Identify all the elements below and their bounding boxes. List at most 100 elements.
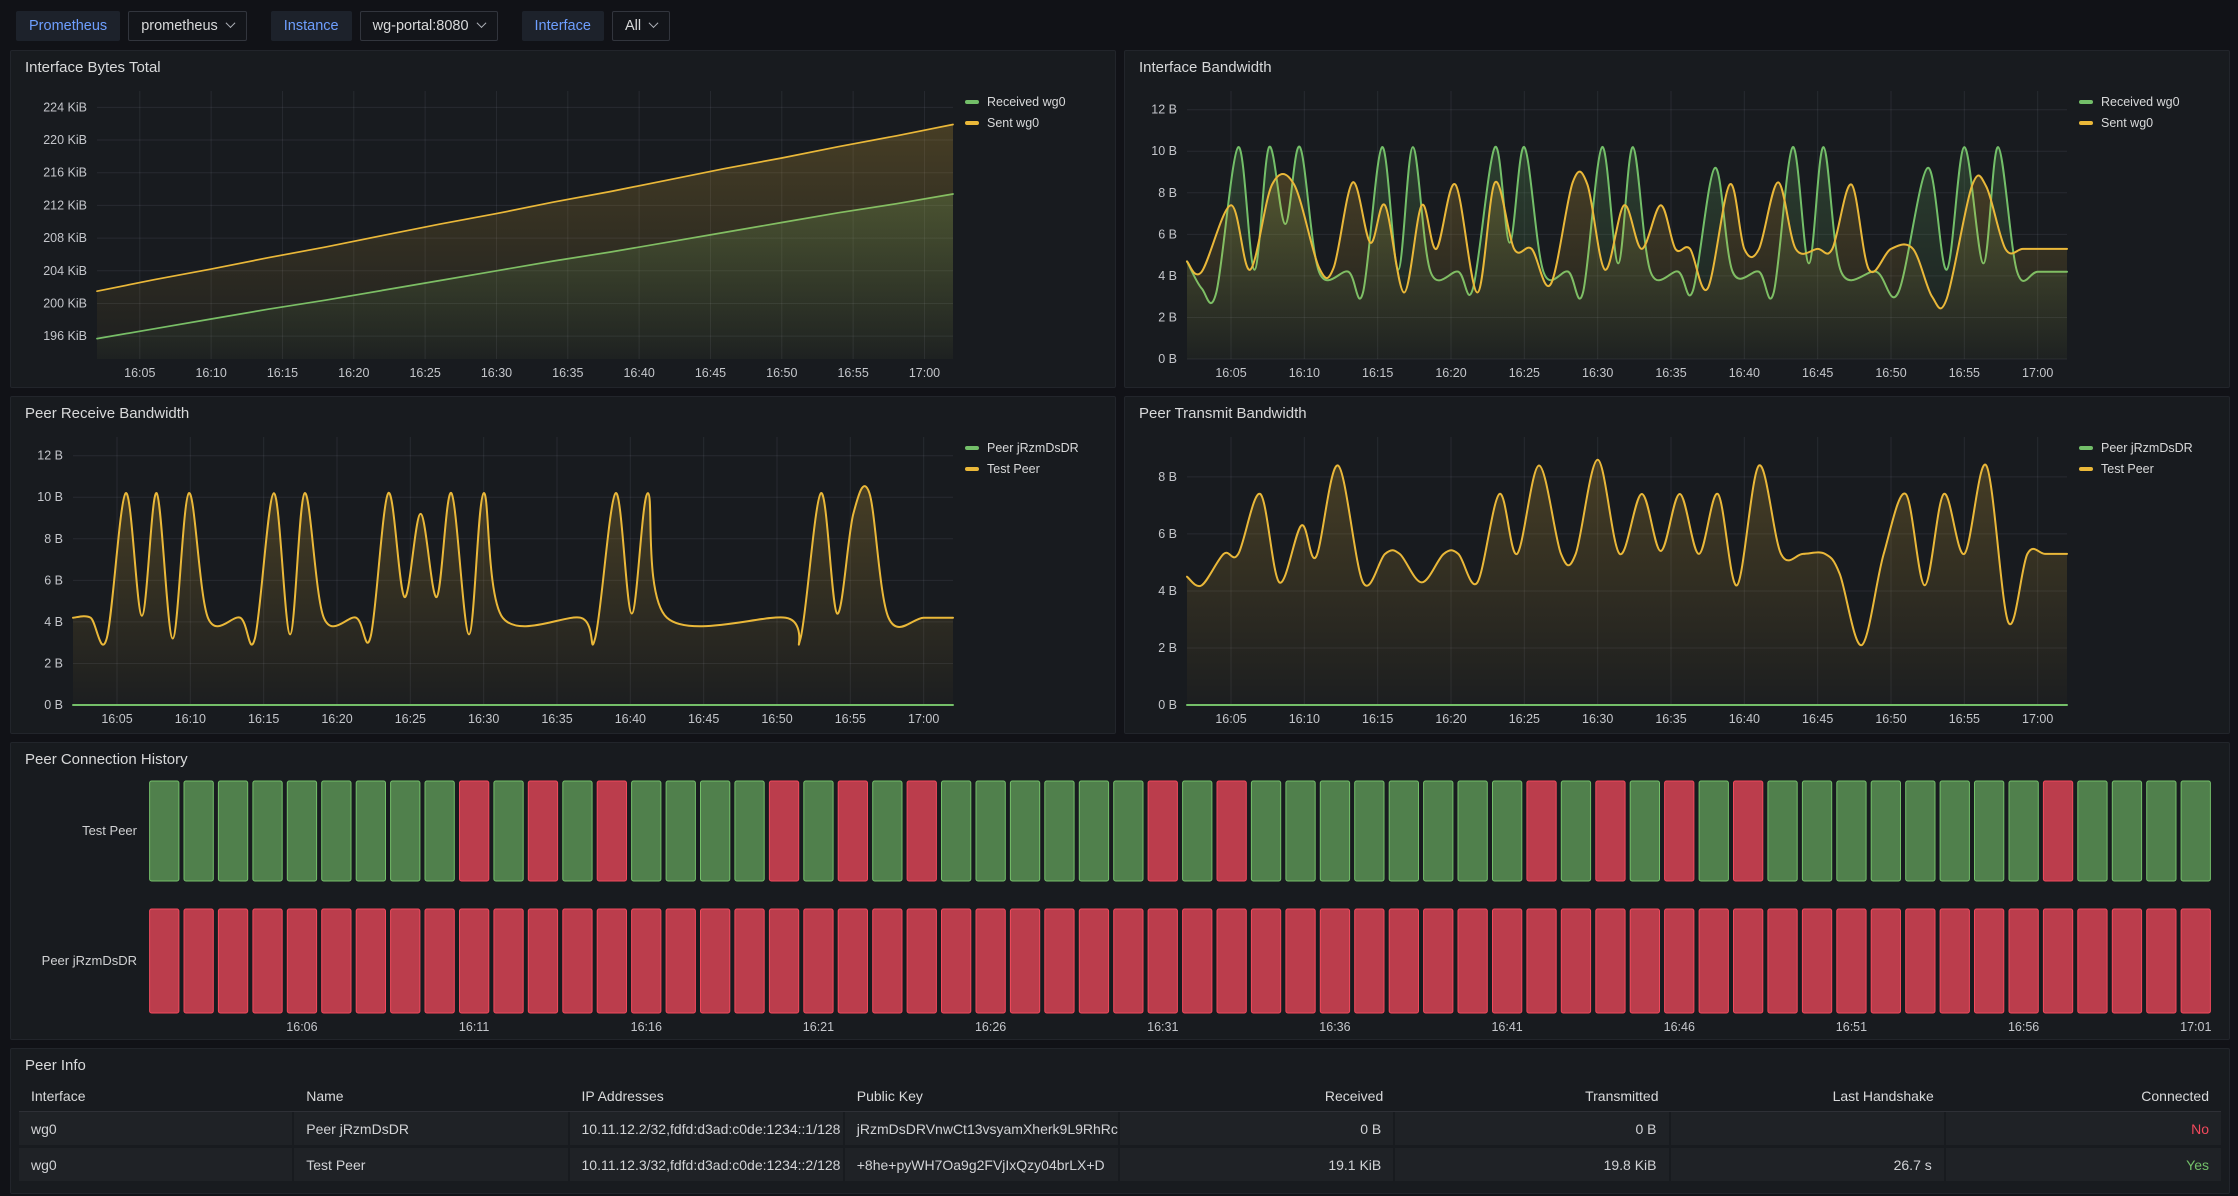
panel-title[interactable]: Peer Receive Bandwidth <box>25 405 190 422</box>
x-axis-tick-label: 16:45 <box>1802 366 1833 380</box>
panel-title[interactable]: Peer Info <box>25 1057 86 1074</box>
legend-label: Test Peer <box>2101 462 2154 476</box>
y-axis-tick-label: 212 KiB <box>43 198 87 212</box>
status-bar-up <box>1939 780 1970 882</box>
x-axis-tick-label: 16:20 <box>338 366 369 380</box>
variable-value-text: All <box>624 18 642 34</box>
status-bar-down <box>286 908 318 1014</box>
x-axis-tick-label: 16:26 <box>975 1020 1006 1034</box>
x-axis-tick-label: 16:20 <box>1435 366 1466 380</box>
chevron-down-icon <box>648 18 659 29</box>
status-bar-down <box>1285 908 1316 1014</box>
legend-item[interactable]: Test Peer <box>965 462 1107 476</box>
status-bar-down <box>837 908 869 1014</box>
column-header-public-key[interactable]: Public Key <box>844 1080 1120 1112</box>
series-line-1 <box>72 485 954 646</box>
status-bar-up <box>1457 780 1488 882</box>
status-bar-down <box>527 780 559 882</box>
x-axis-tick-label: 16:25 <box>1509 366 1540 380</box>
x-axis-tick-label: 16:45 <box>695 366 726 380</box>
variable-value-text: wg-portal:8080 <box>372 18 469 34</box>
status-bar-down <box>1009 908 1041 1014</box>
status-bar-up <box>734 780 765 882</box>
column-header-ip-addresses[interactable]: IP Addresses <box>569 1080 845 1112</box>
column-header-received[interactable]: Received <box>1120 1080 1396 1112</box>
panel-title[interactable]: Peer Connection History <box>25 751 188 768</box>
x-axis-tick-label: 16:30 <box>1582 366 1613 380</box>
chevron-down-icon <box>476 18 486 29</box>
x-axis-tick-label: 16:20 <box>1435 712 1466 726</box>
status-bar-down <box>1354 908 1385 1014</box>
x-axis-tick-label: 16:55 <box>1949 712 1980 726</box>
column-header-interface[interactable]: Interface <box>19 1080 295 1112</box>
table-cell: Peer jRzmDsDR <box>294 1112 570 1148</box>
panel-title[interactable]: Interface Bytes Total <box>25 59 161 76</box>
x-axis-tick-label: 16:36 <box>1319 1020 1350 1034</box>
status-bar-down <box>2146 908 2177 1014</box>
y-axis-tick-label: 196 KiB <box>43 329 87 343</box>
y-axis-tick-label: 8 B <box>1158 470 1177 484</box>
variable-label-prometheus[interactable]: Prometheus <box>16 11 121 41</box>
variable-label-interface[interactable]: Interface <box>521 11 604 41</box>
column-header-connected[interactable]: Connected <box>1945 1080 2221 1112</box>
y-axis-tick-label: 6 B <box>1158 527 1177 541</box>
status-bar-down <box>1457 908 1488 1014</box>
x-axis-tick-label: 16:30 <box>481 366 512 380</box>
timeseries-chart[interactable]: 16:05 16:10 16:15 16:20 16:25 16:30 16:35 16:40… <box>19 425 959 731</box>
variable-group-prometheus: Prometheus prometheus <box>16 11 247 41</box>
legend-label: Test Peer <box>987 462 1040 476</box>
legend-item[interactable]: Sent wg0 <box>965 116 1107 130</box>
legend-item[interactable]: Peer jRzmDsDR <box>2079 441 2221 455</box>
status-bar-up <box>1285 780 1316 882</box>
legend-swatch-icon <box>2079 446 2093 450</box>
status-bar-down <box>1733 780 1764 882</box>
status-bar-up <box>1836 780 1867 882</box>
status-bar-down <box>355 908 387 1014</box>
status-history-chart[interactable]: Test Peer Peer jRzmDsDR 16:06 16:11 16:16 16:… <box>19 771 2221 1037</box>
status-bar-up <box>1801 780 1833 882</box>
status-bar-down <box>493 908 524 1014</box>
status-bar-down <box>734 908 765 1014</box>
column-header-transmitted[interactable]: Transmitted <box>1395 1080 1671 1112</box>
status-bar-up <box>217 780 249 882</box>
status-bar-down <box>1388 908 1419 1014</box>
series-line-0 <box>1186 146 2068 304</box>
x-axis-tick-label: 16:15 <box>1362 712 1393 726</box>
legend-item[interactable]: Peer jRzmDsDR <box>965 441 1107 455</box>
variable-picker-instance[interactable]: wg-portal:8080 <box>359 11 498 41</box>
y-axis-tick-label: 6 B <box>1158 227 1177 241</box>
variable-picker-interface[interactable]: All <box>611 11 671 41</box>
x-axis-tick-label: 16:30 <box>468 712 499 726</box>
status-bar-up <box>321 780 352 882</box>
variable-label-instance[interactable]: Instance <box>270 11 352 41</box>
x-axis-tick-label: 16:55 <box>837 366 868 380</box>
timeseries-chart[interactable]: 16:05 16:10 16:15 16:20 16:25 16:30 16:35 16:40… <box>1133 79 2073 385</box>
status-bar-down <box>837 780 869 882</box>
legend-item[interactable]: Received wg0 <box>2079 95 2221 109</box>
table-cell: 10.11.12.2/32,fdfd:d3ad:c0de:1234::1/128 <box>569 1112 845 1148</box>
status-bar-down <box>631 908 662 1014</box>
x-axis-tick-label: 16:35 <box>552 366 583 380</box>
status-bar-down <box>527 908 559 1014</box>
column-header-name[interactable]: Name <box>294 1080 570 1112</box>
panel-title[interactable]: Peer Transmit Bandwidth <box>1139 405 1307 422</box>
status-bar-up <box>2111 780 2143 882</box>
series-area-1 <box>73 486 953 705</box>
legend-item[interactable]: Test Peer <box>2079 462 2221 476</box>
y-axis-tick-label: 8 B <box>1158 186 1177 200</box>
x-axis-tick-label: 16:50 <box>1875 712 1906 726</box>
status-bar-up <box>1560 780 1592 882</box>
status-bar-down <box>217 908 249 1014</box>
legend-item[interactable]: Sent wg0 <box>2079 116 2221 130</box>
status-bar-down <box>1974 908 2005 1014</box>
legend-item[interactable]: Received wg0 <box>965 95 1107 109</box>
panel-title[interactable]: Interface Bandwidth <box>1139 59 1272 76</box>
column-header-last-handshake[interactable]: Last Handshake <box>1670 1080 1946 1112</box>
variable-picker-prometheus[interactable]: prometheus <box>128 11 247 41</box>
timeseries-chart[interactable]: 16:05 16:10 16:15 16:20 16:25 16:30 16:35 16:40… <box>1133 425 2073 731</box>
timeseries-chart[interactable]: 16:05 16:10 16:15 16:20 16:25 16:30 16:35 16:40… <box>19 79 959 385</box>
panel-peer-connection-history: Peer Connection History Test Peer Peer jR… <box>10 742 2230 1040</box>
status-bar-up <box>1319 780 1351 882</box>
x-axis-tick-label: 16:35 <box>1655 366 1686 380</box>
x-axis-tick-label: 16:21 <box>803 1020 834 1034</box>
